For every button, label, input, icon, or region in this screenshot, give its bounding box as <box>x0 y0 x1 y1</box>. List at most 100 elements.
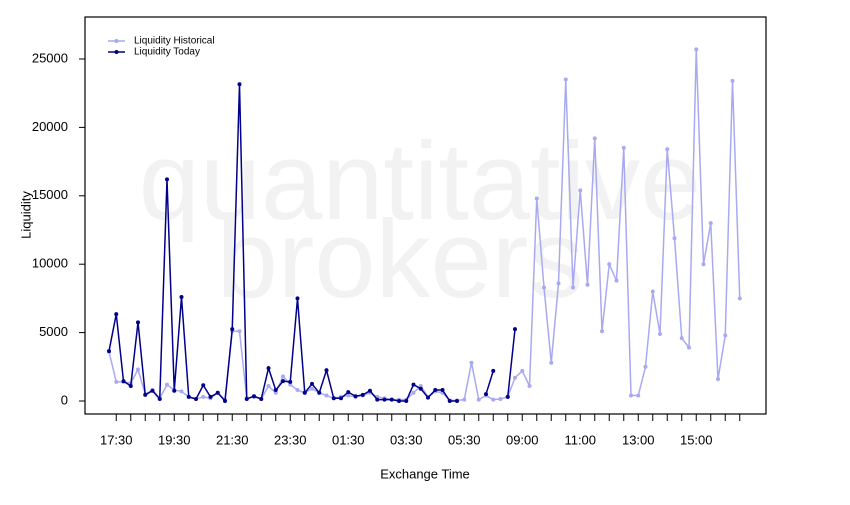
data-point <box>360 392 365 397</box>
data-point <box>266 383 271 388</box>
data-point <box>223 399 227 404</box>
data-point <box>549 360 554 365</box>
data-point <box>339 396 343 401</box>
data-point <box>353 394 358 399</box>
y-tick-label: 15000 <box>32 187 68 202</box>
data-point <box>237 82 242 87</box>
data-point <box>520 368 525 373</box>
x-tick-label: 23:30 <box>274 432 307 447</box>
data-point <box>426 395 430 400</box>
x-tick-label: 03:30 <box>390 432 423 447</box>
data-point <box>186 394 191 399</box>
data-point <box>273 388 278 393</box>
data-point <box>266 366 271 371</box>
data-point <box>128 383 133 388</box>
data-point <box>418 383 423 388</box>
data-point <box>208 394 213 399</box>
data-point <box>476 397 481 402</box>
data-point <box>215 390 220 395</box>
plot-frame <box>84 16 767 415</box>
data-point <box>252 394 256 399</box>
data-point <box>614 278 619 283</box>
data-point <box>629 393 633 398</box>
data-point <box>143 392 148 397</box>
data-point <box>701 262 706 267</box>
data-point <box>498 396 503 401</box>
watermark: quantitative <box>139 120 702 243</box>
data-point <box>563 77 568 82</box>
data-point <box>621 145 626 150</box>
data-point <box>592 136 597 141</box>
data-point <box>578 188 583 193</box>
data-point <box>317 390 322 395</box>
data-point <box>389 397 394 402</box>
x-tick-label: 19:30 <box>158 432 191 447</box>
data-point <box>708 221 713 226</box>
data-point <box>556 281 561 286</box>
data-point <box>679 336 684 341</box>
watermark: brokers <box>217 198 584 321</box>
data-point <box>179 389 184 394</box>
data-point <box>585 282 590 287</box>
data-point <box>114 379 119 384</box>
y-tick-label: 20000 <box>32 119 68 134</box>
x-tick-label: 13:00 <box>622 432 655 447</box>
data-point <box>136 320 140 325</box>
legend-label: Liquidity Historical <box>134 36 215 47</box>
data-point <box>513 375 517 380</box>
data-point <box>636 393 641 398</box>
data-point <box>527 383 532 388</box>
data-point <box>737 296 742 301</box>
data-point <box>281 374 285 379</box>
data-point <box>665 147 670 152</box>
data-point <box>331 396 336 401</box>
data-point <box>411 382 416 387</box>
data-point <box>716 377 720 382</box>
data-point <box>397 399 401 404</box>
data-point <box>643 364 648 369</box>
data-point <box>324 368 329 373</box>
data-point <box>542 285 546 290</box>
y-tick-label: 10000 <box>32 256 68 271</box>
data-point <box>150 388 155 393</box>
x-tick-label: 17:30 <box>100 432 133 447</box>
data-point <box>513 327 517 332</box>
x-tick-label: 09:00 <box>506 432 539 447</box>
data-point <box>368 388 372 393</box>
data-point <box>411 390 416 395</box>
data-point <box>273 390 278 395</box>
data-point <box>672 236 677 241</box>
data-point <box>310 381 314 386</box>
y-tick-label: 5000 <box>39 324 68 339</box>
data-point <box>730 78 735 83</box>
legend-marker <box>114 50 119 54</box>
data-point <box>346 390 351 395</box>
data-point <box>107 349 111 354</box>
data-point <box>194 396 198 401</box>
data-point <box>201 383 206 388</box>
y-tick-label: 0 <box>61 392 68 407</box>
data-point <box>433 388 438 393</box>
x-axis-title: Exchange Time <box>380 466 470 481</box>
data-point <box>491 368 496 373</box>
data-point <box>165 382 169 387</box>
data-point <box>505 394 510 399</box>
data-point <box>165 177 169 182</box>
data-point <box>201 394 206 399</box>
data-point <box>455 399 459 404</box>
data-point <box>288 379 293 384</box>
data-point <box>136 367 140 372</box>
data-point <box>650 289 655 294</box>
data-point <box>375 397 380 402</box>
data-point <box>346 393 351 398</box>
legend-label: Liquidity Today <box>134 47 200 58</box>
data-point <box>462 397 467 402</box>
data-point <box>484 392 488 397</box>
x-tick-label: 05:30 <box>448 432 481 447</box>
data-point <box>157 396 162 401</box>
y-tick-label: 25000 <box>32 50 68 65</box>
x-tick-label: 11:00 <box>564 432 596 447</box>
data-point <box>571 285 575 290</box>
y-axis-title: Liquidity <box>18 191 33 239</box>
data-point <box>172 388 177 393</box>
